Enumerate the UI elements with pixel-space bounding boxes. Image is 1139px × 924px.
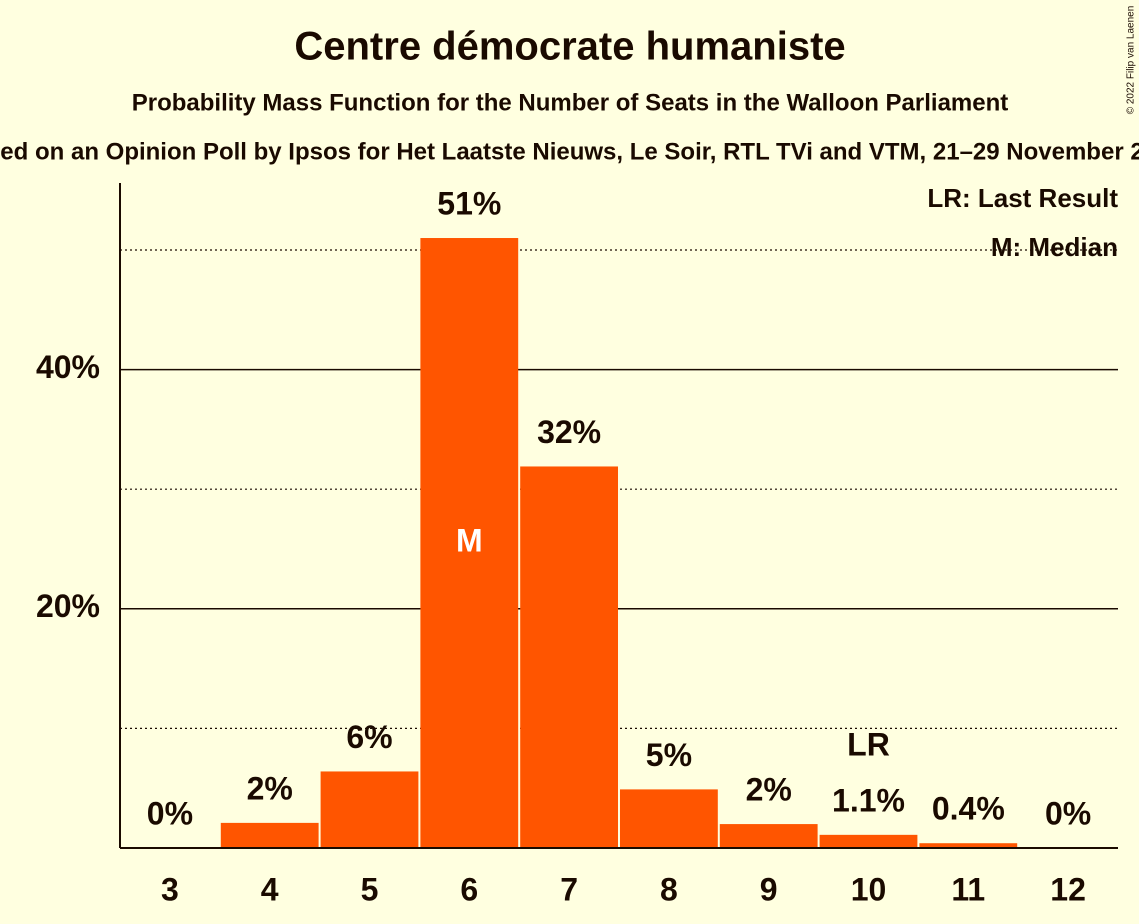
x-tick-label: 10 (851, 871, 887, 907)
x-tick-label: 6 (460, 871, 478, 907)
value-label: 5% (646, 737, 692, 773)
bar (719, 824, 818, 848)
x-tick-label: 11 (951, 871, 985, 907)
x-tick-label: 12 (1050, 871, 1086, 907)
value-label: 2% (746, 772, 792, 808)
legend-entry: M: Median (991, 232, 1118, 262)
value-label: 0.4% (932, 791, 1005, 827)
chart-title: Centre démocrate humaniste (294, 25, 845, 69)
bar (320, 771, 419, 848)
last-result-marker: LR (847, 726, 890, 762)
value-label: 2% (247, 770, 293, 806)
bar (220, 822, 319, 848)
value-label: 32% (537, 414, 601, 450)
value-label: 0% (147, 795, 193, 831)
y-tick-label: 20% (36, 588, 100, 624)
legend-entry: LR: Last Result (927, 183, 1118, 213)
x-tick-label: 8 (660, 871, 678, 907)
bar (520, 466, 619, 848)
copyright: © 2022 Filip van Laenen (1126, 6, 1137, 115)
value-label: 6% (346, 719, 392, 755)
bar (619, 789, 718, 848)
x-tick-label: 3 (161, 871, 179, 907)
chart-subtitle: Based on an Opinion Poll by Ipsos for He… (0, 138, 1139, 165)
x-tick-label: 5 (361, 871, 379, 907)
bar (819, 834, 918, 848)
x-tick-label: 4 (261, 871, 279, 907)
median-marker: M (456, 522, 483, 558)
bar (919, 843, 1018, 848)
bar (420, 238, 519, 848)
x-tick-label: 7 (560, 871, 578, 907)
chart-subtitle: Probability Mass Function for the Number… (132, 89, 1009, 116)
y-tick-label: 40% (36, 349, 100, 385)
value-label: 0% (1045, 795, 1091, 831)
x-tick-label: 9 (760, 871, 778, 907)
value-label: 1.1% (832, 782, 905, 818)
value-label: 51% (437, 185, 501, 221)
